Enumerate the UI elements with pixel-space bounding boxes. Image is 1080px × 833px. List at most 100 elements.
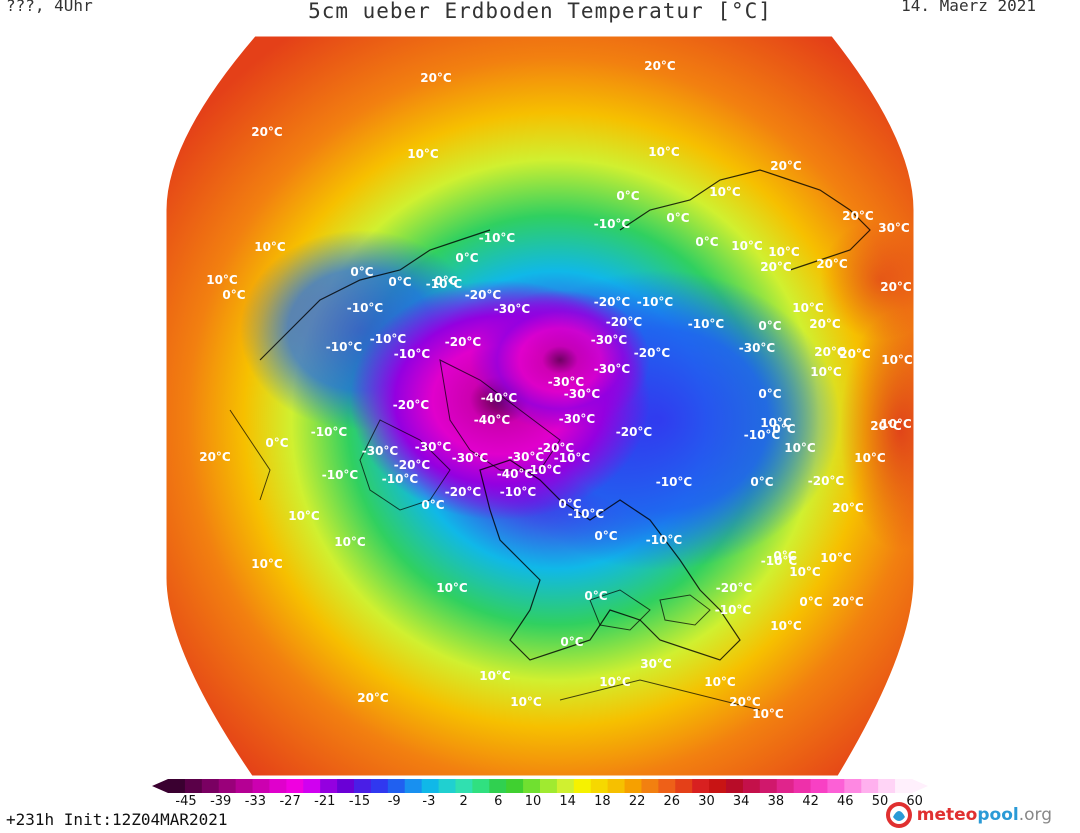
legend-tick-label: 6 — [494, 794, 503, 809]
isotherm-label: -30°C — [591, 333, 628, 347]
isotherm-label: -10°C — [715, 603, 752, 617]
isotherm-labels: 20°C20°C20°C10°C 10°C20°C20°C30°C0°C-10°C… — [199, 59, 913, 721]
isotherm-label: 20°C — [357, 691, 389, 705]
isotherm-label: 0°C — [750, 475, 773, 489]
isotherm-label: 10°C — [881, 353, 913, 367]
legend-tick-label: 14 — [559, 794, 576, 809]
isotherm-label: -10°C — [761, 554, 798, 568]
isotherm-label: 10°C — [752, 707, 784, 721]
isotherm-label: 20°C — [880, 280, 912, 294]
legend-tick-label: 42 — [802, 794, 819, 809]
isotherm-label: 10°C — [760, 416, 792, 430]
isotherm-label: 10°C — [880, 417, 912, 431]
isotherm-label: -30°C — [452, 451, 489, 465]
isotherm-label: -10°C — [688, 317, 725, 331]
isotherm-label: 0°C — [773, 549, 796, 563]
isotherm-label: -10°C — [311, 425, 348, 439]
isotherm-label: 10°C — [648, 145, 680, 159]
isotherm-label: 20°C — [644, 59, 676, 73]
isotherm-label: 20°C — [729, 695, 761, 709]
isotherm-label: -10°C — [370, 332, 407, 346]
isotherm-label: 0°C — [455, 251, 478, 265]
isotherm-label: 30°C — [878, 221, 910, 235]
isotherm-label: 20°C — [420, 71, 452, 85]
isotherm-label: -20°C — [606, 315, 643, 329]
isotherm-label: 0°C — [388, 275, 411, 289]
isotherm-label: 20°C — [832, 595, 864, 609]
isotherm-label: 0°C — [558, 497, 581, 511]
legend-tick-label: -33 — [244, 794, 267, 809]
isotherm-label: -10°C — [426, 277, 463, 291]
isotherm-label: 10°C — [789, 565, 821, 579]
isotherm-label: 10°C — [792, 301, 824, 315]
isotherm-label: -20°C — [716, 581, 753, 595]
legend-tick-label: 26 — [663, 794, 681, 809]
isotherm-label: 0°C — [222, 288, 245, 302]
legend-tick-label: -3 — [422, 794, 436, 809]
isotherm-label: -40°C — [481, 391, 518, 405]
isotherm-label: 0°C — [772, 422, 795, 436]
isotherm-label: 10°C — [854, 451, 886, 465]
isotherm-label: -30°C — [559, 412, 596, 426]
isotherm-label: 10°C — [407, 147, 439, 161]
isotherm-label: -10°C — [554, 451, 591, 465]
isotherm-label: 30°C — [640, 657, 672, 671]
legend-tick-label: -39 — [210, 794, 232, 809]
legend-tick-label: 18 — [594, 794, 611, 809]
isotherm-label: -10°C — [646, 533, 683, 547]
isotherm-label: 20°C — [842, 209, 874, 223]
isotherm-label: -20°C — [808, 474, 845, 488]
isotherm-label: 10°C — [784, 441, 816, 455]
isotherm-label: -30°C — [508, 450, 545, 464]
isotherm-label: 0°C — [616, 189, 639, 203]
isotherm-label: 10°C — [254, 240, 286, 254]
isotherm-label: 10°C — [709, 185, 741, 199]
legend-tick-label: 50 — [871, 794, 889, 809]
legend-tick-label: 10 — [524, 794, 542, 809]
isotherm-label: 20°C — [770, 159, 802, 173]
isotherm-label: -30°C — [362, 444, 399, 458]
isotherm-label: 10°C — [251, 557, 283, 571]
isotherm-label: -10°C — [322, 468, 359, 482]
isotherm-label: 0°C — [421, 498, 444, 512]
isotherm-label: 10°C — [768, 245, 800, 259]
legend-tick-label: -27 — [279, 794, 301, 809]
isotherm-label: 0°C — [434, 274, 457, 288]
isotherm-label: -20°C — [594, 295, 631, 309]
isotherm-label: 10°C — [810, 365, 842, 379]
legend-tick-label: -45 — [175, 794, 197, 809]
forecast-init-label: +231h Init:12Z04MAR2021 — [6, 810, 228, 829]
legend-tick-label: 34 — [732, 794, 750, 809]
legend-tick-label: -21 — [314, 794, 336, 809]
isotherm-label: 0°C — [594, 529, 617, 543]
isotherm-label: 0°C — [265, 436, 288, 450]
isotherm-label: 20°C — [760, 260, 792, 274]
legend-tick-label: 38 — [767, 794, 785, 809]
logo-mark-icon — [885, 802, 912, 828]
isotherm-label: -20°C — [538, 441, 575, 455]
isotherm-label: 10°C — [820, 551, 852, 565]
isotherm-label: 10°C — [599, 675, 631, 689]
isotherm-label: -30°C — [548, 375, 585, 389]
isotherm-label: 10°C — [334, 535, 366, 549]
isotherm-label: -20°C — [616, 425, 653, 439]
legend-tick-label: -9 — [387, 794, 401, 809]
isotherm-label: -30°C — [564, 387, 601, 401]
isotherm-label: -40°C — [474, 413, 511, 427]
meteopool-logo[interactable]: meteopool.org — [885, 800, 1052, 830]
isotherm-label: -20°C — [394, 458, 431, 472]
map-title: 5cm ueber Erdboden Temperatur [°C] — [308, 0, 772, 23]
isotherm-label: 0°C — [584, 589, 607, 603]
isotherm-label: 20°C — [832, 501, 864, 515]
legend-tick-label: 46 — [837, 794, 854, 809]
isotherm-label: 0°C — [350, 265, 373, 279]
isotherm-label: 0°C — [666, 211, 689, 225]
isotherm-label: 0°C — [560, 635, 583, 649]
isotherm-label: -20°C — [445, 485, 482, 499]
legend-tick-label: 30 — [698, 794, 715, 809]
run-label: ???, 4Uhr — [6, 0, 93, 15]
isotherm-label: -30°C — [415, 440, 452, 454]
isotherm-label: -10°C — [656, 475, 693, 489]
isotherm-label: -10°C — [637, 295, 674, 309]
